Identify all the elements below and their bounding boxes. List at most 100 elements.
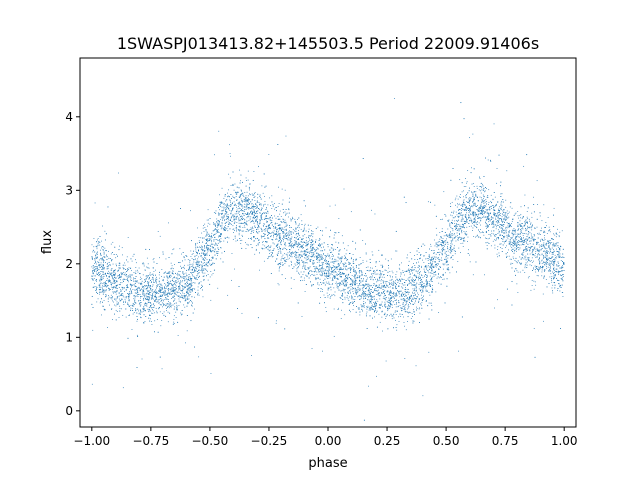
data-point bbox=[453, 234, 455, 236]
data-point bbox=[298, 233, 299, 234]
data-point bbox=[107, 273, 109, 274]
data-point bbox=[123, 274, 125, 275]
data-point bbox=[310, 251, 312, 253]
data-point bbox=[159, 287, 161, 289]
data-point bbox=[332, 278, 333, 280]
data-point bbox=[230, 204, 232, 206]
data-point bbox=[420, 271, 421, 273]
data-point bbox=[287, 252, 289, 254]
data-point bbox=[281, 262, 283, 264]
data-point bbox=[453, 250, 455, 252]
data-point bbox=[392, 272, 394, 274]
data-point bbox=[466, 201, 468, 202]
data-point bbox=[210, 243, 212, 245]
data-point bbox=[121, 308, 122, 310]
data-point bbox=[208, 238, 210, 239]
data-point bbox=[305, 230, 307, 232]
data-point bbox=[124, 296, 126, 298]
data-point bbox=[184, 306, 186, 308]
data-point bbox=[506, 222, 508, 224]
data-point bbox=[421, 286, 423, 287]
data-point bbox=[375, 278, 376, 280]
data-point bbox=[546, 255, 548, 256]
data-point bbox=[534, 281, 536, 283]
data-point bbox=[490, 161, 492, 162]
data-point bbox=[137, 296, 139, 297]
data-point bbox=[459, 179, 461, 181]
data-point bbox=[238, 234, 240, 236]
data-point bbox=[216, 252, 218, 254]
data-point bbox=[295, 257, 297, 259]
data-point bbox=[123, 302, 124, 303]
data-point bbox=[319, 238, 321, 240]
data-point bbox=[215, 243, 217, 245]
data-point bbox=[173, 295, 175, 297]
data-point bbox=[313, 271, 315, 272]
data-point bbox=[456, 226, 458, 227]
data-point bbox=[325, 263, 327, 264]
data-point bbox=[235, 196, 237, 198]
data-point bbox=[515, 212, 517, 214]
data-point bbox=[198, 272, 200, 274]
data-point bbox=[346, 260, 348, 261]
data-point bbox=[317, 259, 319, 261]
data-point bbox=[106, 278, 108, 280]
data-point bbox=[380, 273, 382, 275]
data-point bbox=[195, 279, 197, 280]
data-point bbox=[507, 238, 509, 240]
data-point bbox=[555, 257, 557, 258]
data-point bbox=[211, 234, 212, 236]
data-point bbox=[203, 225, 204, 227]
data-point bbox=[479, 218, 481, 220]
data-point bbox=[167, 276, 169, 278]
data-point bbox=[447, 235, 449, 237]
data-point bbox=[108, 296, 110, 298]
data-point bbox=[120, 290, 122, 292]
data-point bbox=[506, 170, 508, 172]
data-point bbox=[359, 287, 361, 289]
data-point bbox=[346, 277, 347, 278]
data-point bbox=[254, 214, 255, 216]
data-point bbox=[548, 230, 549, 232]
data-point bbox=[502, 210, 504, 212]
data-point bbox=[158, 299, 160, 301]
data-point bbox=[372, 309, 374, 311]
data-point bbox=[430, 273, 432, 274]
data-point bbox=[102, 267, 104, 269]
data-point bbox=[259, 269, 260, 271]
data-point bbox=[393, 292, 395, 294]
data-point bbox=[412, 269, 414, 271]
data-point bbox=[236, 213, 238, 215]
data-point bbox=[521, 228, 523, 229]
data-point bbox=[483, 234, 485, 236]
data-point bbox=[304, 267, 306, 269]
data-point bbox=[200, 270, 202, 271]
data-point bbox=[449, 234, 451, 236]
data-point bbox=[393, 291, 394, 293]
data-point bbox=[109, 265, 111, 266]
data-point bbox=[460, 227, 462, 229]
data-point bbox=[441, 245, 442, 247]
data-point bbox=[428, 351, 430, 353]
data-point bbox=[394, 295, 396, 297]
data-point bbox=[533, 247, 535, 249]
data-point bbox=[312, 247, 313, 249]
data-point bbox=[328, 263, 330, 265]
data-point bbox=[416, 271, 418, 273]
data-point bbox=[469, 197, 471, 198]
data-point bbox=[167, 288, 169, 290]
data-point bbox=[227, 230, 229, 232]
data-point bbox=[325, 311, 327, 313]
data-point bbox=[109, 304, 110, 306]
data-point bbox=[278, 284, 280, 286]
data-point bbox=[156, 319, 158, 321]
data-point bbox=[456, 232, 458, 234]
data-point bbox=[442, 230, 443, 232]
data-point bbox=[294, 254, 296, 256]
data-point bbox=[529, 253, 531, 255]
data-point bbox=[164, 294, 166, 296]
data-point bbox=[467, 236, 469, 238]
data-point bbox=[130, 277, 132, 279]
data-point bbox=[400, 316, 402, 317]
data-point bbox=[215, 210, 217, 212]
